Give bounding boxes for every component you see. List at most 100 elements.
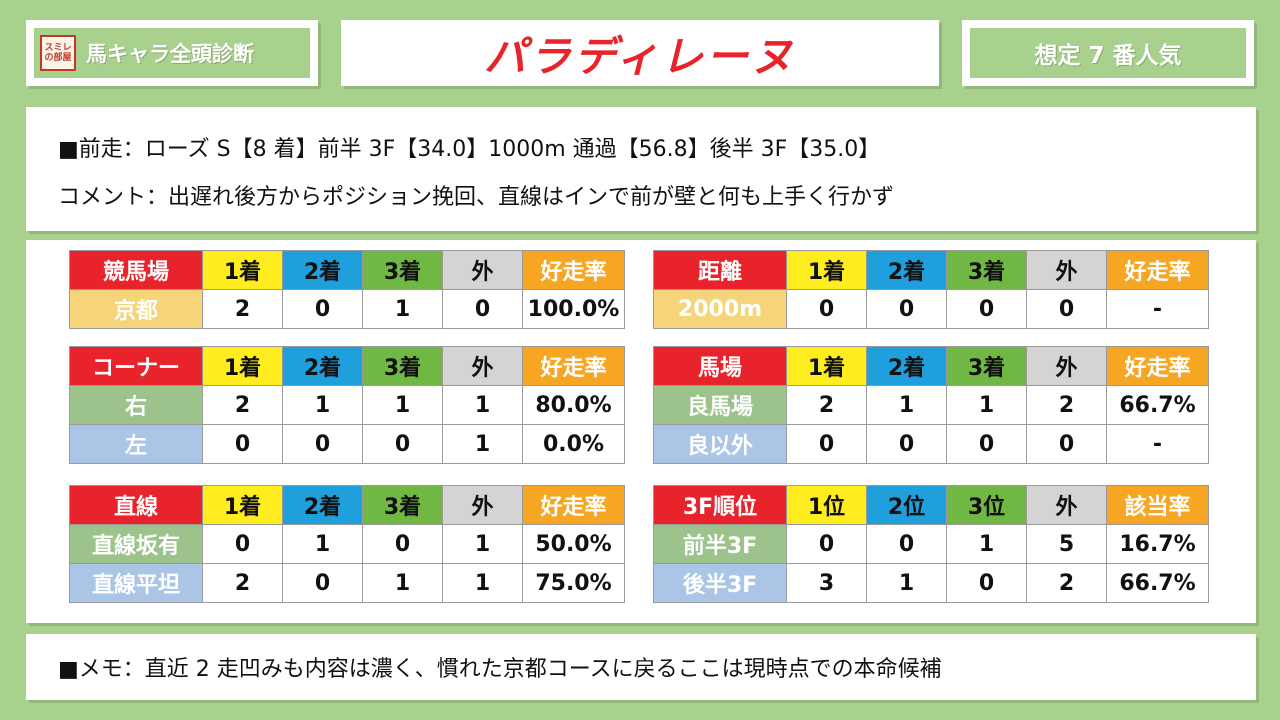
- header-cell: 外: [442, 250, 523, 290]
- header-cell: 2着: [866, 250, 947, 290]
- rate-cell: 0.0%: [522, 424, 625, 464]
- logo-stamp: スミレの部屋: [40, 35, 76, 71]
- row-label: 直線平坦: [69, 563, 203, 603]
- header-cell: 馬場: [653, 346, 787, 386]
- header-cell: 3着: [946, 346, 1027, 386]
- table-header-row: 距離 1着 2着 3着 外 好走率: [653, 250, 1209, 290]
- value-cell: 2: [202, 289, 283, 329]
- track-condition-table: 馬場 1着 2着 3着 外 好走率 良馬場 2 1 1 2 66.7% 良以外 …: [653, 346, 1209, 464]
- rank-3f-table: 3F順位 1位 2位 3位 外 該当率 前半3F 0 0 1 5 16.7% 後…: [653, 485, 1209, 603]
- value-cell: 0: [866, 289, 947, 329]
- value-cell: 1: [946, 524, 1027, 564]
- distance-table: 距離 1着 2着 3着 外 好走率 2000m 0 0 0 0 -: [653, 250, 1209, 329]
- header-cell: 外: [1026, 346, 1107, 386]
- value-cell: 5: [1026, 524, 1107, 564]
- header-cell: 2着: [282, 250, 363, 290]
- value-cell: 0: [786, 424, 867, 464]
- value-cell: 1: [866, 385, 947, 425]
- rate-cell: 75.0%: [522, 563, 625, 603]
- rate-cell: 16.7%: [1106, 524, 1209, 564]
- row-label: 良馬場: [653, 385, 787, 425]
- header-cell: コーナー: [69, 346, 203, 386]
- corner-table: コーナー 1着 2着 3着 外 好走率 右 2 1 1 1 80.0% 左 0 …: [69, 346, 625, 464]
- value-cell: 1: [362, 563, 443, 603]
- row-label: 2000m: [653, 289, 787, 329]
- rate-cell: 50.0%: [522, 524, 625, 564]
- row-label: 直線坂有: [69, 524, 203, 564]
- rate-cell: -: [1106, 289, 1209, 329]
- series-title: 馬キャラ全頭診断: [86, 42, 254, 66]
- header-cell: 3着: [362, 346, 443, 386]
- value-cell: 1: [442, 524, 523, 564]
- value-cell: 0: [282, 424, 363, 464]
- header-cell: 3着: [362, 485, 443, 525]
- header-cell: 1着: [786, 250, 867, 290]
- memo-text: ■メモ：直近 2 走凹みも内容は濃く、慣れた京都コースに戻るここは現時点での本命…: [58, 657, 942, 682]
- value-cell: 2: [202, 385, 283, 425]
- value-cell: 1: [946, 385, 1027, 425]
- header-cell: 好走率: [522, 250, 625, 290]
- value-cell: 0: [282, 289, 363, 329]
- row-label: 京都: [69, 289, 203, 329]
- header-cell: 好走率: [522, 346, 625, 386]
- value-cell: 0: [866, 524, 947, 564]
- rate-cell: 100.0%: [522, 289, 625, 329]
- header-cell: 3着: [946, 250, 1027, 290]
- value-cell: 0: [442, 289, 523, 329]
- straight-table: 直線 1着 2着 3着 外 好走率 直線坂有 0 1 0 1 50.0% 直線平…: [69, 485, 625, 603]
- table-header-row: 馬場 1着 2着 3着 外 好走率: [653, 346, 1209, 386]
- header-cell: 1着: [202, 485, 283, 525]
- header-cell: 3F順位: [653, 485, 787, 525]
- rate-cell: 66.7%: [1106, 385, 1209, 425]
- stats-panel: 競馬場 1着 2着 3着 外 好走率 京都 2 0 1 0 100.0% 距離 …: [26, 240, 1256, 623]
- header-cell: 競馬場: [69, 250, 203, 290]
- value-cell: 0: [362, 524, 443, 564]
- header-cell: 2位: [866, 485, 947, 525]
- comment-line: コメント：出遅れ後方からポジション挽回、直線はインで前が壁と何も上手く行かず: [58, 185, 895, 210]
- table-header-row: 3F順位 1位 2位 3位 外 該当率: [653, 485, 1209, 525]
- table-header-row: コーナー 1着 2着 3着 外 好走率: [69, 346, 625, 386]
- value-cell: 0: [1026, 424, 1107, 464]
- table-row: 京都 2 0 1 0 100.0%: [69, 289, 625, 329]
- row-label: 良以外: [653, 424, 787, 464]
- header-cell: 外: [1026, 485, 1107, 525]
- header-cell: 2着: [282, 485, 363, 525]
- value-cell: 1: [442, 424, 523, 464]
- last-race-line: ■前走：ローズ S【8 着】前半 3F【34.0】1000m 通過【56.8】後…: [58, 137, 881, 162]
- popularity-text: 想定 7 番人気: [1034, 43, 1182, 69]
- table-row: 後半3F 3 1 0 2 66.7%: [653, 563, 1209, 603]
- table-row: 良以外 0 0 0 0 -: [653, 424, 1209, 464]
- header-cell: 好走率: [522, 485, 625, 525]
- value-cell: 1: [362, 385, 443, 425]
- value-cell: 1: [282, 524, 363, 564]
- table-row: 直線平坦 2 0 1 1 75.0%: [69, 563, 625, 603]
- value-cell: 1: [442, 385, 523, 425]
- header-cell: 外: [442, 485, 523, 525]
- row-label: 前半3F: [653, 524, 787, 564]
- header-cell: 外: [442, 346, 523, 386]
- table-row: 左 0 0 0 1 0.0%: [69, 424, 625, 464]
- value-cell: 2: [786, 385, 867, 425]
- header-cell: 好走率: [1106, 250, 1209, 290]
- value-cell: 0: [866, 424, 947, 464]
- rate-cell: 66.7%: [1106, 563, 1209, 603]
- table-row: 2000m 0 0 0 0 -: [653, 289, 1209, 329]
- row-label: 後半3F: [653, 563, 787, 603]
- value-cell: 1: [442, 563, 523, 603]
- row-label: 左: [69, 424, 203, 464]
- header-cell: 3着: [362, 250, 443, 290]
- memo-panel: ■メモ：直近 2 走凹みも内容は濃く、慣れた京都コースに戻るここは現時点での本命…: [26, 634, 1256, 700]
- value-cell: 0: [1026, 289, 1107, 329]
- value-cell: 0: [786, 524, 867, 564]
- value-cell: 0: [946, 424, 1027, 464]
- value-cell: 0: [946, 289, 1027, 329]
- table-header-row: 直線 1着 2着 3着 外 好走率: [69, 485, 625, 525]
- table-row: 前半3F 0 0 1 5 16.7%: [653, 524, 1209, 564]
- header-cell: 1着: [786, 346, 867, 386]
- header-cell: 該当率: [1106, 485, 1209, 525]
- header-cell: 外: [1026, 250, 1107, 290]
- header-cell: 距離: [653, 250, 787, 290]
- value-cell: 0: [202, 424, 283, 464]
- horse-name: パラディレーヌ: [483, 31, 797, 81]
- header-cell: 3位: [946, 485, 1027, 525]
